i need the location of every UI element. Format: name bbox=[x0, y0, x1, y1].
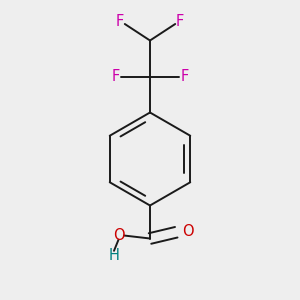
Text: O: O bbox=[182, 224, 194, 238]
Text: H: H bbox=[109, 248, 119, 262]
Text: F: F bbox=[111, 69, 120, 84]
Text: F: F bbox=[180, 69, 189, 84]
Text: F: F bbox=[176, 14, 184, 28]
Text: F: F bbox=[116, 14, 124, 28]
Text: O: O bbox=[113, 228, 124, 243]
